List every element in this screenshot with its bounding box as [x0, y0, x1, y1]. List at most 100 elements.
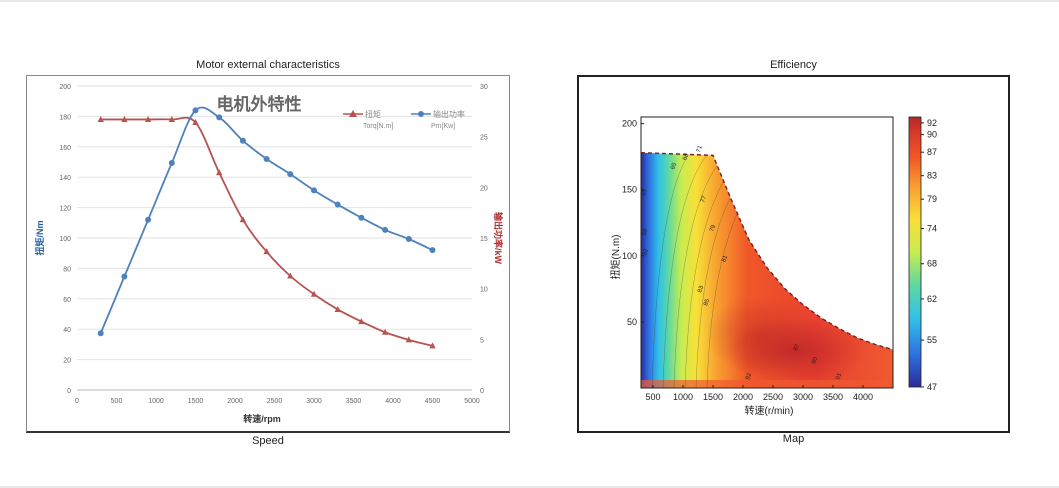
y-tick-label: 80 — [63, 266, 71, 273]
torque-point — [97, 115, 104, 122]
map-x-tick-label: 1000 — [673, 392, 693, 402]
motor-characteristics-panel: 0 20 40 60 80 100 120 140 160 180 200 0 500 1000 1500 2… — [26, 75, 510, 433]
map-y-tick-label: 50 — [627, 317, 637, 327]
colorbar-tick-label: 47 — [927, 382, 937, 392]
map-y-tick-label: 100 — [622, 251, 637, 261]
x-tick-label: 4000 — [385, 398, 401, 405]
x-tick-label: 1500 — [188, 398, 204, 405]
torque-point — [168, 115, 175, 122]
colorbar-tick-label: 62 — [927, 294, 937, 304]
power-point — [358, 214, 365, 221]
power-point — [405, 236, 412, 243]
torque-point — [429, 342, 436, 349]
y-axis-label: 扭矩/Nm — [34, 220, 45, 255]
y-tick-label: 0 — [67, 388, 71, 395]
colorbar-tick-label: 83 — [927, 171, 937, 181]
y2-tick-label: 10 — [480, 287, 488, 294]
colorbar-tick-label: 74 — [927, 224, 937, 234]
peak-torque-boundary — [640, 151, 894, 351]
contour-label: 77 — [700, 195, 708, 204]
map-x-axis-label: 转速(r/min) — [745, 404, 794, 417]
y-tick-label: 180 — [59, 114, 71, 121]
y2-tick-label: 15 — [480, 236, 488, 243]
power-point — [192, 107, 199, 114]
series-line-torque — [100, 116, 433, 347]
torque-point — [358, 318, 365, 325]
legend-torque-sublabel: Torq[N.m] — [363, 123, 393, 130]
contour-label: 68 — [682, 152, 690, 161]
contour-label: 83 — [697, 285, 705, 294]
bottom-divider — [0, 486, 1059, 488]
torque-point — [263, 248, 270, 255]
contour-label: 55 — [641, 188, 649, 197]
map-y-tick-label: 150 — [622, 185, 637, 195]
x-tick-label: 1000 — [148, 398, 164, 405]
y-tick-label: 200 — [59, 84, 71, 91]
y2-tick-label: 25 — [480, 135, 488, 142]
contour-label: 65 — [670, 162, 678, 171]
colorbar-tick-label: 92 — [927, 118, 937, 128]
efficiency-high-region — [706, 295, 816, 376]
y2-axis-label: 输出功率/kW — [493, 212, 504, 265]
y-tick-label: 100 — [59, 236, 71, 243]
x-tick-label: 2000 — [227, 398, 243, 405]
contour-label: 92 — [745, 372, 753, 381]
efficiency-colorbar: 47 55 62 68 74 79 83 87 90 92 — [908, 116, 937, 392]
map-x-tick-label: 3500 — [823, 392, 843, 402]
y-tick-label: 40 — [63, 327, 71, 334]
chart-title: 电机外特性 — [217, 94, 302, 114]
legend-torque-name: 扭矩 — [365, 109, 381, 119]
colorbar-tick-label: 90 — [927, 130, 937, 140]
power-point — [216, 114, 223, 121]
power-point — [121, 273, 128, 280]
torque-point — [144, 115, 152, 122]
contour-label: 79 — [709, 224, 717, 233]
legend-power-sublabel: Pm[Kw] — [431, 123, 455, 130]
y-tick-label: 20 — [63, 358, 71, 365]
y-tick-label: 140 — [59, 175, 71, 182]
torque-point — [381, 328, 389, 335]
torque-point — [239, 216, 247, 223]
x-tick-label: 4500 — [425, 398, 441, 405]
colorbar-gradient — [908, 116, 922, 388]
left-caption-bottom: Speed — [252, 435, 284, 447]
legend-power-name: 输出功率 — [433, 109, 465, 119]
map-frame — [640, 116, 894, 389]
low-torque-band — [641, 380, 893, 388]
colorbar-tick-label: 55 — [927, 335, 937, 345]
power-point — [429, 247, 436, 254]
y2-tick-label: 30 — [480, 84, 488, 91]
efficiency-map-panel: 500 1000 1500 2000 2500 3000 3500 4000 50 100 150 2… — [577, 75, 1010, 433]
torque-point — [287, 272, 294, 279]
right-caption-top: Efficiency — [770, 59, 817, 71]
contour-label: 87 — [793, 343, 801, 352]
power-point — [145, 216, 152, 223]
x-tick-label: 3000 — [306, 398, 322, 405]
efficiency-map-chart: 500 1000 1500 2000 2500 3000 3500 4000 50 100 150 2… — [609, 116, 937, 417]
map-x-tick-label: 1500 — [703, 392, 723, 402]
torque-point — [216, 169, 223, 176]
contour-line — [651, 152, 691, 388]
contour-label: 91 — [835, 372, 843, 381]
torque-point — [121, 115, 128, 122]
power-point — [97, 330, 104, 337]
contour-label: 90 — [811, 356, 819, 365]
map-x-tick-label: 3000 — [793, 392, 813, 402]
colorbar-tick-label: 68 — [927, 259, 937, 269]
y-tick-label: 60 — [63, 297, 71, 304]
power-point — [382, 226, 389, 233]
contour-line — [673, 152, 729, 388]
power-point — [334, 201, 341, 208]
map-x-tick-label: 4000 — [853, 392, 873, 402]
map-y-axis-label: 扭矩(N.m) — [609, 235, 622, 280]
y2-tick-label: 20 — [480, 185, 488, 192]
x-tick-label: 5000 — [464, 398, 480, 405]
x-tick-label: 2500 — [267, 398, 283, 405]
contour-label: 71 — [696, 144, 704, 153]
power-point — [239, 137, 246, 144]
colorbar-tick-label: 87 — [927, 147, 937, 157]
map-x-tick-label: 2500 — [763, 392, 783, 402]
torque-point — [405, 336, 412, 343]
torque-point — [310, 290, 318, 297]
